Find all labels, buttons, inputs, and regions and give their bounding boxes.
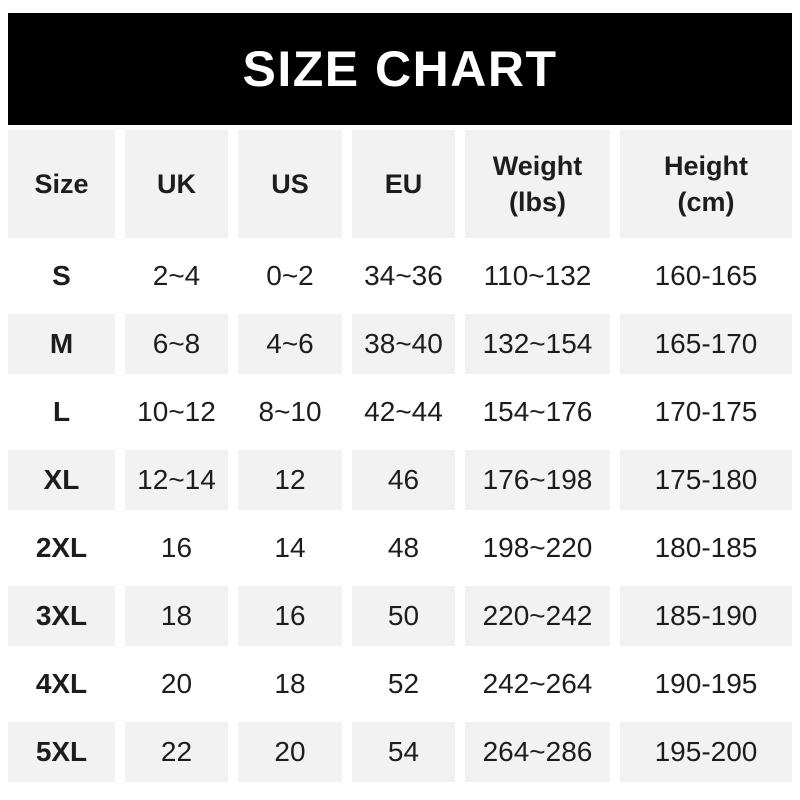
table-row: M 6~8 4~6 38~40 132~154 165-170 <box>8 314 792 374</box>
table-row: L 10~12 8~10 42~44 154~176 170-175 <box>8 382 792 442</box>
size-cell: M <box>8 314 115 374</box>
table-cell: 18 <box>238 654 342 714</box>
table-cell: 20 <box>125 654 228 714</box>
table-cell: 14 <box>238 518 342 578</box>
size-cell: 5XL <box>8 722 115 782</box>
size-cell: XL <box>8 450 115 510</box>
table-cell: 22 <box>125 722 228 782</box>
table-cell: 110~132 <box>465 246 610 306</box>
table-cell: 16 <box>125 518 228 578</box>
column-header-uk: UK <box>125 130 228 238</box>
column-header-eu: EU <box>352 130 455 238</box>
size-table: Size UK US EU Weight (lbs) Height (cm) S… <box>8 130 792 782</box>
table-cell: 242~264 <box>465 654 610 714</box>
table-cell: 46 <box>352 450 455 510</box>
column-header-us: US <box>238 130 342 238</box>
table-row: 3XL 18 16 50 220~242 185-190 <box>8 586 792 646</box>
size-cell: S <box>8 246 115 306</box>
table-cell: 154~176 <box>465 382 610 442</box>
table-cell: 42~44 <box>352 382 455 442</box>
page-title: SIZE CHART <box>242 41 558 97</box>
table-cell: 10~12 <box>125 382 228 442</box>
table-cell: 220~242 <box>465 586 610 646</box>
table-row: 5XL 22 20 54 264~286 195-200 <box>8 722 792 782</box>
table-cell: 264~286 <box>465 722 610 782</box>
table-cell: 12 <box>238 450 342 510</box>
table-cell: 34~36 <box>352 246 455 306</box>
table-cell: 190-195 <box>620 654 792 714</box>
table-row: 4XL 20 18 52 242~264 190-195 <box>8 654 792 714</box>
size-cell: 3XL <box>8 586 115 646</box>
column-header-height: Height (cm) <box>620 130 792 238</box>
table-row: S 2~4 0~2 34~36 110~132 160-165 <box>8 246 792 306</box>
table-cell: 132~154 <box>465 314 610 374</box>
table-cell: 18 <box>125 586 228 646</box>
table-cell: 54 <box>352 722 455 782</box>
table-cell: 176~198 <box>465 450 610 510</box>
table-cell: 48 <box>352 518 455 578</box>
table-cell: 50 <box>352 586 455 646</box>
table-cell: 195-200 <box>620 722 792 782</box>
column-header-size: Size <box>8 130 115 238</box>
table-cell: 16 <box>238 586 342 646</box>
column-header-weight: Weight (lbs) <box>465 130 610 238</box>
table-cell: 175-180 <box>620 450 792 510</box>
table-cell: 8~10 <box>238 382 342 442</box>
table-cell: 12~14 <box>125 450 228 510</box>
table-cell: 38~40 <box>352 314 455 374</box>
table-cell: 0~2 <box>238 246 342 306</box>
table-header-row: Size UK US EU Weight (lbs) Height (cm) <box>8 130 792 238</box>
table-cell: 2~4 <box>125 246 228 306</box>
table-cell: 165-170 <box>620 314 792 374</box>
table-cell: 52 <box>352 654 455 714</box>
table-cell: 170-175 <box>620 382 792 442</box>
table-row: XL 12~14 12 46 176~198 175-180 <box>8 450 792 510</box>
title-bar: SIZE CHART <box>8 13 792 125</box>
table-cell: 6~8 <box>125 314 228 374</box>
size-cell: L <box>8 382 115 442</box>
table-cell: 180-185 <box>620 518 792 578</box>
table-cell: 4~6 <box>238 314 342 374</box>
table-cell: 20 <box>238 722 342 782</box>
table-cell: 185-190 <box>620 586 792 646</box>
table-cell: 160-165 <box>620 246 792 306</box>
size-cell: 2XL <box>8 518 115 578</box>
table-row: 2XL 16 14 48 198~220 180-185 <box>8 518 792 578</box>
size-cell: 4XL <box>8 654 115 714</box>
table-cell: 198~220 <box>465 518 610 578</box>
